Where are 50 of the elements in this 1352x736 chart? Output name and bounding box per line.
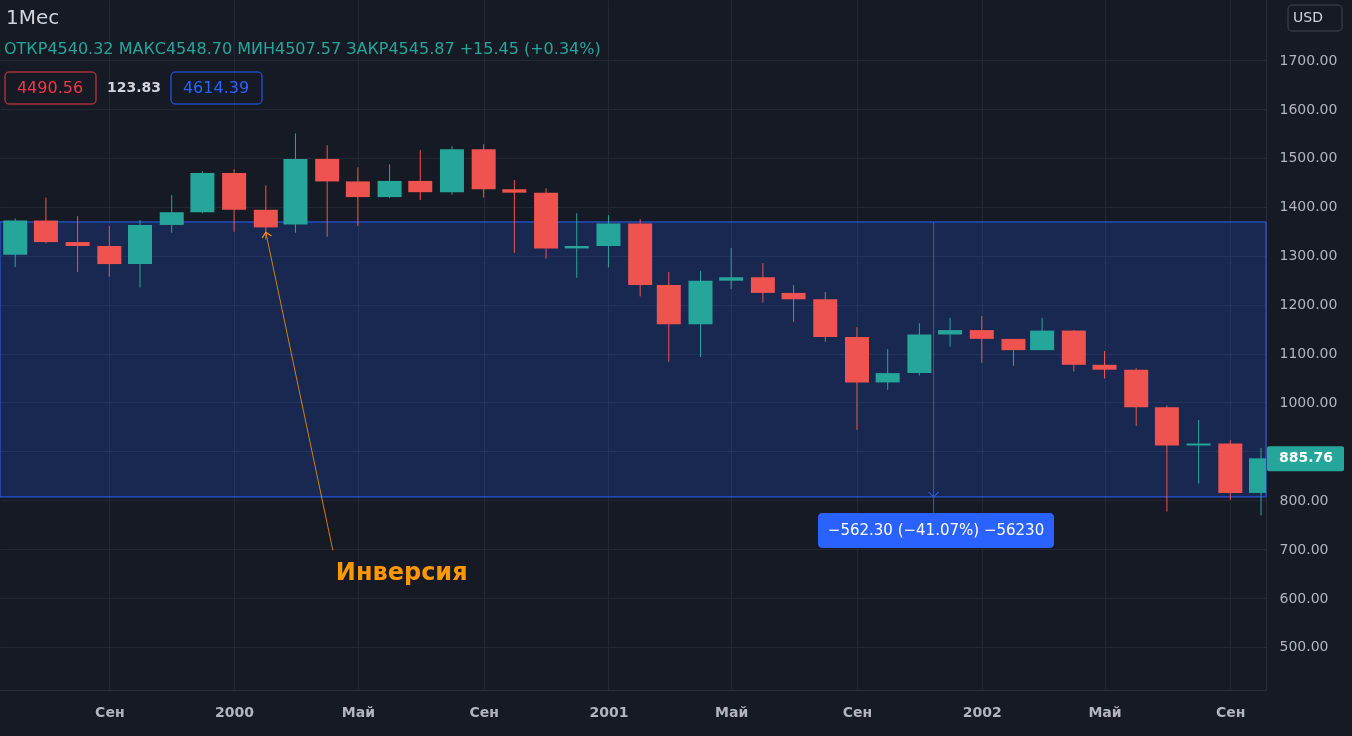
candlestick bbox=[315, 144, 340, 238]
chart-title: 1Мес bbox=[6, 5, 60, 29]
candlestick bbox=[750, 262, 775, 304]
candlestick bbox=[159, 194, 184, 234]
text: ОТКР4540.32 МАКС4548.70 МИН4507.57 ЗАКР4545.87 +15.45 (+0.34%) bbox=[4, 39, 601, 58]
y-tick-label: 1700.00 bbox=[1279, 51, 1338, 68]
x-tick-label: Сен bbox=[842, 703, 873, 720]
annotation: 885.76 bbox=[1278, 449, 1334, 466]
candlestick bbox=[1001, 338, 1026, 367]
x-tick-label: Май bbox=[1088, 703, 1122, 720]
x-tick-label: Май bbox=[341, 703, 375, 720]
x-tick-label: 2000 bbox=[215, 703, 255, 720]
y-tick-label: 1500.00 bbox=[1279, 149, 1338, 166]
candlestick bbox=[345, 166, 370, 227]
candlestick bbox=[33, 197, 58, 245]
y-tick-label: 1200.00 bbox=[1279, 296, 1338, 313]
candlestick bbox=[502, 179, 527, 254]
x-tick-label: Сен bbox=[95, 703, 125, 720]
candlestick bbox=[875, 348, 900, 391]
annotation: Инверсия bbox=[335, 558, 468, 587]
y-tick-label: 1300.00 bbox=[1279, 247, 1338, 264]
candlestick bbox=[97, 225, 122, 278]
candlestick bbox=[1092, 350, 1117, 379]
y-tick-label: 800.00 bbox=[1279, 491, 1329, 508]
x-tick-label: 2001 bbox=[589, 703, 629, 720]
candlestick bbox=[1030, 317, 1055, 351]
candlestick bbox=[596, 214, 621, 268]
y-tick-label: 1400.00 bbox=[1279, 198, 1338, 215]
y-tick-label: 1600.00 bbox=[1279, 100, 1338, 117]
band-label: −562.30 (−41.07%) −56230 bbox=[827, 520, 1045, 539]
candlestick bbox=[938, 317, 963, 348]
x-tick-label: 2002 bbox=[962, 703, 1002, 720]
y-tick-label: 500.00 bbox=[1279, 638, 1329, 655]
annotation: 4490.56 bbox=[16, 78, 84, 97]
y-tick-label: 1100.00 bbox=[1279, 345, 1338, 362]
y-tick-label: 700.00 bbox=[1279, 540, 1329, 557]
candlestick bbox=[969, 315, 994, 364]
candlestick bbox=[408, 149, 433, 201]
x-tick-label: Май bbox=[715, 703, 749, 720]
candlestick bbox=[719, 247, 744, 290]
text: USD bbox=[1293, 9, 1323, 25]
candlestick bbox=[377, 163, 402, 199]
candlestick bbox=[781, 284, 806, 323]
y-tick-label: 600.00 bbox=[1279, 589, 1329, 606]
candlestick bbox=[65, 215, 90, 273]
annotation: 123.83 bbox=[106, 79, 162, 95]
x-tick-label: Сен bbox=[469, 703, 499, 720]
x-tick-label: Сен bbox=[1216, 703, 1246, 720]
annotation: 4614.39 bbox=[182, 78, 250, 97]
y-tick-label: 1000.00 bbox=[1279, 393, 1338, 410]
